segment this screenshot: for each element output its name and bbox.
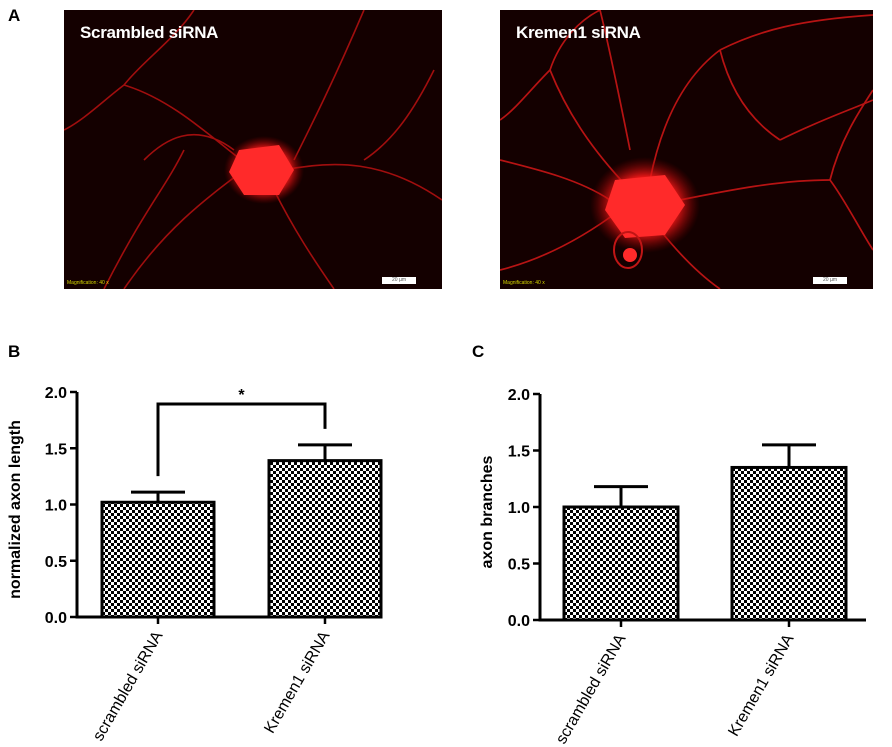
y-tick-label: 0.5 <box>45 554 67 571</box>
x-tick-label: scrambled siRNA <box>553 631 630 747</box>
y-tick-label: 1.5 <box>45 441 67 458</box>
neuron-image-scrambled <box>64 10 442 289</box>
neuron-image-kremen1 <box>500 10 873 289</box>
micrograph-scrambled: Scrambled siRNA Magnification: 40 x 20 µ… <box>64 10 442 289</box>
micrograph-kremen1: Kremen1 siRNA Magnification: 40 x 20 µm <box>500 10 873 289</box>
magnification-text: Magnification: 40 x <box>503 280 545 286</box>
panel-letter-b: B <box>8 342 21 361</box>
y-axis-label: axon branches <box>479 455 496 568</box>
bar-2 <box>730 465 848 622</box>
y-tick-label: 0.0 <box>45 610 67 627</box>
micrograph-label: Scrambled siRNA <box>80 23 219 42</box>
y-tick-label: 1.0 <box>45 498 67 515</box>
bar-1 <box>100 500 216 619</box>
x-tick-label: scrambled siRNA <box>90 628 167 744</box>
significance-star: * <box>238 387 245 404</box>
x-tick-label: Kremen1 siRNA <box>261 628 333 736</box>
magnification-text: Magnification: 40 x <box>67 280 109 286</box>
y-tick-label: 2.0 <box>45 385 67 402</box>
y-tick-label: 2.0 <box>508 387 530 404</box>
y-tick-label: 0.0 <box>508 613 530 630</box>
y-tick-label: 0.5 <box>508 557 530 574</box>
significance-bracket <box>156 402 327 477</box>
bar-2 <box>267 459 383 619</box>
y-axis-label: normalized axon length <box>7 420 24 599</box>
micrograph-label: Kremen1 siRNA <box>516 23 641 42</box>
y-tick-label: 1.5 <box>508 444 530 461</box>
y-tick-label: 1.0 <box>508 500 530 517</box>
bar-1 <box>562 505 680 622</box>
panel-letter-c: C <box>472 342 485 361</box>
x-tick-label: Kremen1 siRNA <box>725 631 797 739</box>
chart-axon-length: scrambled siRNA Kremen1 siRNA 0.0 0.5 1.0 1.5… <box>7 385 383 744</box>
scale-bar: 20 µm <box>382 277 416 284</box>
panel-letter-a: A <box>8 6 21 25</box>
scale-bar: 20 µm <box>813 277 847 284</box>
chart-axon-branches: scrambled siRNA Kremen1 siRNA 0.0 0.5 1.0 1.5… <box>479 387 866 747</box>
